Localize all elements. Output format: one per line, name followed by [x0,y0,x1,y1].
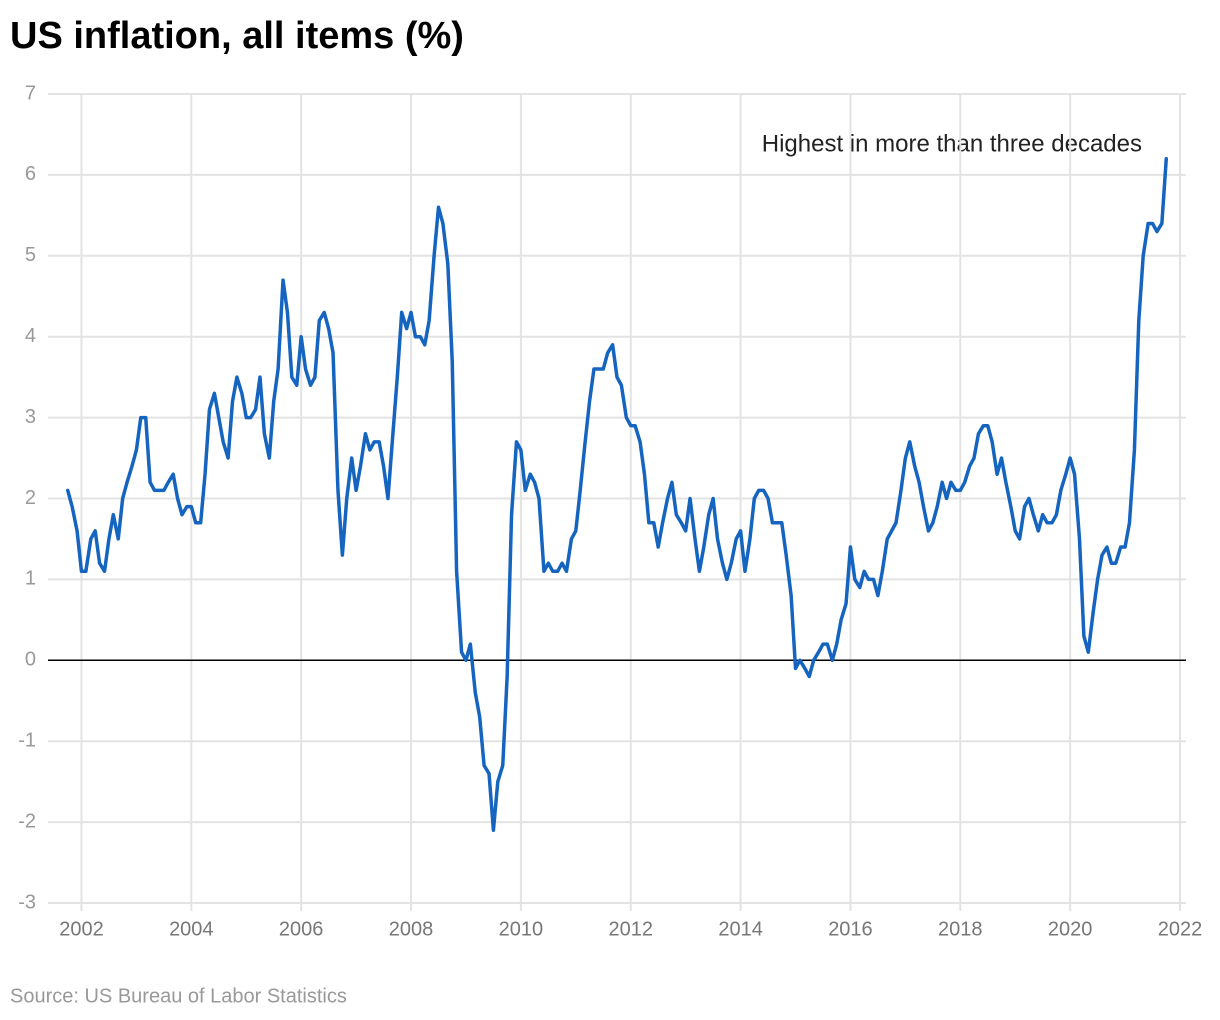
x-tick-label: 2016 [828,918,873,940]
x-tick-label: 2018 [938,918,983,940]
y-tick-label: -2 [18,810,36,832]
x-tick-label: 2004 [169,918,214,940]
y-tick-label: -3 [18,891,36,913]
y-tick-label: 2 [25,487,36,509]
y-tick-label: 7 [25,82,36,104]
x-tick-label: 2006 [279,918,324,940]
x-tick-label: 2010 [499,918,544,940]
y-tick-label: 0 [25,649,36,671]
source: Source: US Bureau of Labor Statistics [10,985,347,1007]
y-tick-label: 4 [25,325,36,347]
x-tick-label: 2020 [1048,918,1093,940]
y-tick-label: 5 [25,244,36,266]
y-tick-label: 3 [25,406,36,428]
annotation: Highest in more than three decades [762,130,1142,157]
chart-title: US inflation, all items (%) [10,15,464,57]
x-tick-label: 2022 [1158,918,1203,940]
x-tick-label: 2012 [608,918,653,940]
y-tick-label: -1 [18,729,36,751]
x-tick-label: 2008 [389,918,434,940]
data-line [65,156,1169,832]
y-tick-label: 1 [25,568,36,590]
x-tick-label: 2014 [718,918,763,940]
y-tick-label: 6 [25,163,36,185]
x-tick-label: 2002 [59,918,104,940]
